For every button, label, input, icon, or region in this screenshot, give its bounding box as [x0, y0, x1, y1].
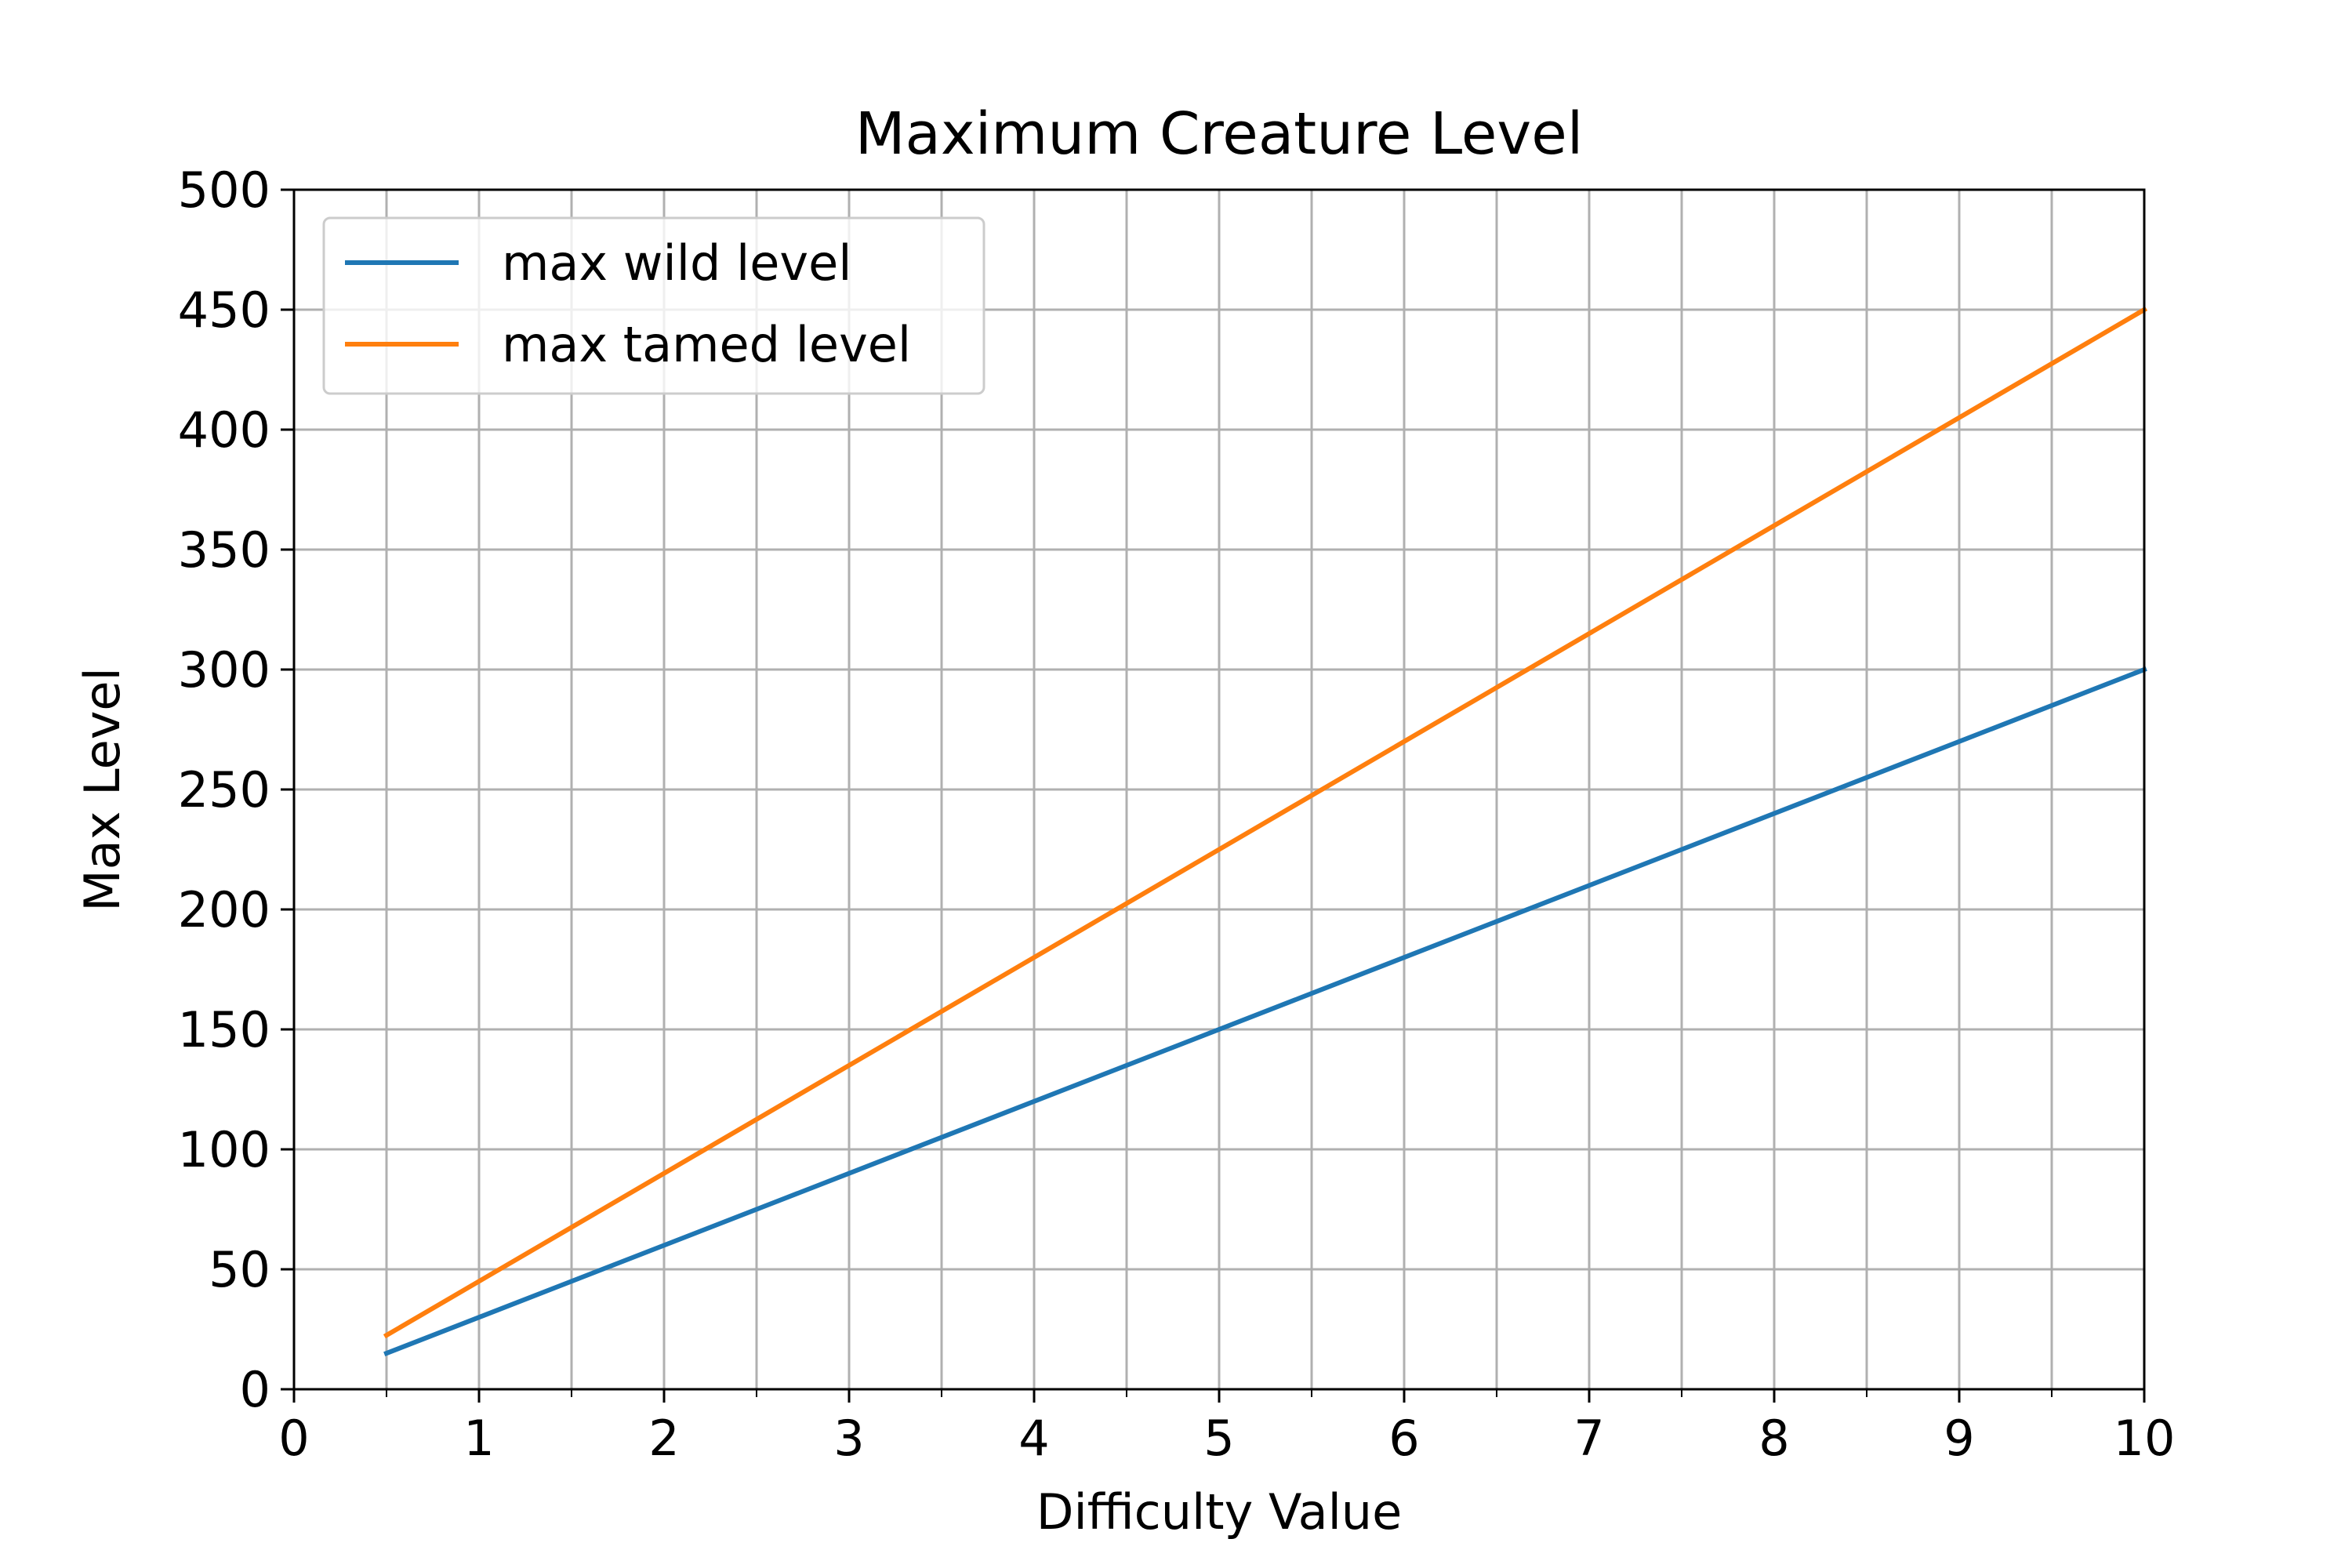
y-tick-label: 450: [178, 281, 270, 339]
x-tick-label: 7: [1573, 1410, 1604, 1467]
chart-title: Maximum Creature Level: [855, 100, 1584, 168]
axis-ticks: 0 1 2 3 4 5 6 7 8 9 100501001502002503003504004505…: [178, 162, 2176, 1467]
y-tick-label: 350: [178, 521, 270, 579]
legend-box: [322, 216, 985, 395]
legend-label-max-wild-level: max wild level: [502, 234, 851, 292]
x-axis-title: Difficulty Value: [1036, 1483, 1402, 1541]
x-tick-label: 3: [833, 1410, 864, 1467]
x-tick-label: 8: [1759, 1410, 1789, 1467]
y-tick-label: 250: [178, 761, 270, 818]
x-tick-label: 10: [2114, 1410, 2176, 1467]
x-tick-label: 6: [1388, 1410, 1419, 1467]
y-tick-label: 500: [178, 162, 270, 219]
legend-label-max-tamed-level: max tamed level: [502, 316, 911, 373]
y-axis-title: Max Level: [74, 667, 131, 912]
x-tick-label: 4: [1018, 1410, 1049, 1467]
y-tick-label: 0: [240, 1361, 270, 1418]
series-line-max-wild-level: [383, 666, 2147, 1356]
y-tick-label: 100: [178, 1121, 270, 1178]
y-tick-label: 50: [209, 1241, 270, 1298]
series-line-max-tamed-level: [383, 306, 2148, 1339]
x-tick-label: 1: [463, 1410, 494, 1467]
x-tick-label: 0: [278, 1410, 309, 1467]
y-tick-label: 150: [178, 1001, 270, 1058]
y-tick-label: 400: [178, 401, 270, 459]
x-tick-label: 2: [648, 1410, 679, 1467]
y-tick-label: 300: [178, 641, 270, 699]
legend: max wild level max tamed level: [322, 216, 985, 395]
plot-lines: [383, 306, 2148, 1356]
x-tick-label: 5: [1203, 1410, 1234, 1467]
y-tick-label: 200: [178, 881, 270, 938]
x-tick-label: 9: [1944, 1410, 1974, 1467]
